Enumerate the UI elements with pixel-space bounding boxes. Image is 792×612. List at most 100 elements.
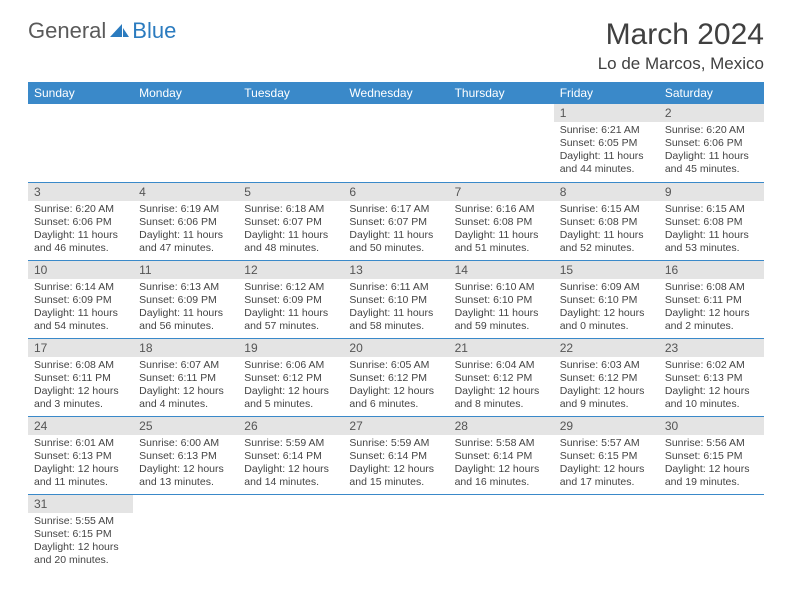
calendar-cell: 3Sunrise: 6:20 AMSunset: 6:06 PMDaylight… xyxy=(28,182,133,260)
day-details: Sunrise: 6:06 AMSunset: 6:12 PMDaylight:… xyxy=(238,357,343,416)
title-block: March 2024 Lo de Marcos, Mexico xyxy=(598,18,764,80)
day-details: Sunrise: 6:00 AMSunset: 6:13 PMDaylight:… xyxy=(133,435,238,494)
day-number: 19 xyxy=(238,339,343,357)
day-details: Sunrise: 6:07 AMSunset: 6:11 PMDaylight:… xyxy=(133,357,238,416)
calendar-row: 3Sunrise: 6:20 AMSunset: 6:06 PMDaylight… xyxy=(28,182,764,260)
weekday-header: Thursday xyxy=(449,82,554,104)
day-number: 20 xyxy=(343,339,448,357)
calendar-row: 17Sunrise: 6:08 AMSunset: 6:11 PMDayligh… xyxy=(28,338,764,416)
day-details: Sunrise: 6:13 AMSunset: 6:09 PMDaylight:… xyxy=(133,279,238,338)
weekday-header: Saturday xyxy=(659,82,764,104)
calendar-body: 1Sunrise: 6:21 AMSunset: 6:05 PMDaylight… xyxy=(28,104,764,572)
calendar-cell: 30Sunrise: 5:56 AMSunset: 6:15 PMDayligh… xyxy=(659,416,764,494)
weekday-header: Monday xyxy=(133,82,238,104)
day-details: Sunrise: 5:59 AMSunset: 6:14 PMDaylight:… xyxy=(343,435,448,494)
day-number: 7 xyxy=(449,183,554,201)
calendar-cell-empty xyxy=(343,494,448,572)
day-details: Sunrise: 6:16 AMSunset: 6:08 PMDaylight:… xyxy=(449,201,554,260)
calendar-cell: 4Sunrise: 6:19 AMSunset: 6:06 PMDaylight… xyxy=(133,182,238,260)
calendar-cell-empty xyxy=(238,104,343,182)
day-number: 11 xyxy=(133,261,238,279)
calendar-cell: 25Sunrise: 6:00 AMSunset: 6:13 PMDayligh… xyxy=(133,416,238,494)
day-number: 2 xyxy=(659,104,764,122)
calendar-cell: 5Sunrise: 6:18 AMSunset: 6:07 PMDaylight… xyxy=(238,182,343,260)
day-details: Sunrise: 6:02 AMSunset: 6:13 PMDaylight:… xyxy=(659,357,764,416)
calendar-cell-empty xyxy=(659,494,764,572)
calendar-cell: 29Sunrise: 5:57 AMSunset: 6:15 PMDayligh… xyxy=(554,416,659,494)
day-details: Sunrise: 6:18 AMSunset: 6:07 PMDaylight:… xyxy=(238,201,343,260)
day-details: Sunrise: 6:20 AMSunset: 6:06 PMDaylight:… xyxy=(659,122,764,181)
day-number: 21 xyxy=(449,339,554,357)
calendar-cell: 16Sunrise: 6:08 AMSunset: 6:11 PMDayligh… xyxy=(659,260,764,338)
calendar-cell: 6Sunrise: 6:17 AMSunset: 6:07 PMDaylight… xyxy=(343,182,448,260)
day-details: Sunrise: 6:03 AMSunset: 6:12 PMDaylight:… xyxy=(554,357,659,416)
calendar-cell: 20Sunrise: 6:05 AMSunset: 6:12 PMDayligh… xyxy=(343,338,448,416)
day-details: Sunrise: 6:01 AMSunset: 6:13 PMDaylight:… xyxy=(28,435,133,494)
day-details: Sunrise: 6:08 AMSunset: 6:11 PMDaylight:… xyxy=(659,279,764,338)
day-details: Sunrise: 6:11 AMSunset: 6:10 PMDaylight:… xyxy=(343,279,448,338)
day-number: 4 xyxy=(133,183,238,201)
calendar-cell: 24Sunrise: 6:01 AMSunset: 6:13 PMDayligh… xyxy=(28,416,133,494)
calendar-cell: 11Sunrise: 6:13 AMSunset: 6:09 PMDayligh… xyxy=(133,260,238,338)
day-details: Sunrise: 5:59 AMSunset: 6:14 PMDaylight:… xyxy=(238,435,343,494)
day-number: 31 xyxy=(28,495,133,513)
calendar-cell: 19Sunrise: 6:06 AMSunset: 6:12 PMDayligh… xyxy=(238,338,343,416)
calendar-cell: 26Sunrise: 5:59 AMSunset: 6:14 PMDayligh… xyxy=(238,416,343,494)
day-details: Sunrise: 5:57 AMSunset: 6:15 PMDaylight:… xyxy=(554,435,659,494)
day-number: 25 xyxy=(133,417,238,435)
day-details: Sunrise: 6:20 AMSunset: 6:06 PMDaylight:… xyxy=(28,201,133,260)
day-details: Sunrise: 6:04 AMSunset: 6:12 PMDaylight:… xyxy=(449,357,554,416)
logo: GeneralBlue xyxy=(28,18,176,44)
day-number: 16 xyxy=(659,261,764,279)
day-details: Sunrise: 6:09 AMSunset: 6:10 PMDaylight:… xyxy=(554,279,659,338)
weekday-header: Friday xyxy=(554,82,659,104)
calendar-cell: 17Sunrise: 6:08 AMSunset: 6:11 PMDayligh… xyxy=(28,338,133,416)
calendar-cell: 8Sunrise: 6:15 AMSunset: 6:08 PMDaylight… xyxy=(554,182,659,260)
header: GeneralBlue March 2024 Lo de Marcos, Mex… xyxy=(28,18,764,80)
day-details: Sunrise: 6:19 AMSunset: 6:06 PMDaylight:… xyxy=(133,201,238,260)
day-number: 29 xyxy=(554,417,659,435)
calendar-cell: 7Sunrise: 6:16 AMSunset: 6:08 PMDaylight… xyxy=(449,182,554,260)
calendar-row: 24Sunrise: 6:01 AMSunset: 6:13 PMDayligh… xyxy=(28,416,764,494)
day-number: 18 xyxy=(133,339,238,357)
month-title: March 2024 xyxy=(598,18,764,52)
logo-text-blue: Blue xyxy=(132,18,176,44)
day-number: 10 xyxy=(28,261,133,279)
day-details: Sunrise: 5:55 AMSunset: 6:15 PMDaylight:… xyxy=(28,513,133,572)
calendar-cell: 1Sunrise: 6:21 AMSunset: 6:05 PMDaylight… xyxy=(554,104,659,182)
day-details: Sunrise: 6:05 AMSunset: 6:12 PMDaylight:… xyxy=(343,357,448,416)
day-number: 3 xyxy=(28,183,133,201)
calendar-cell: 2Sunrise: 6:20 AMSunset: 6:06 PMDaylight… xyxy=(659,104,764,182)
day-details: Sunrise: 6:17 AMSunset: 6:07 PMDaylight:… xyxy=(343,201,448,260)
day-number: 13 xyxy=(343,261,448,279)
day-number: 30 xyxy=(659,417,764,435)
day-number: 14 xyxy=(449,261,554,279)
day-details: Sunrise: 6:08 AMSunset: 6:11 PMDaylight:… xyxy=(28,357,133,416)
weekday-header-row: SundayMondayTuesdayWednesdayThursdayFrid… xyxy=(28,82,764,104)
day-number: 5 xyxy=(238,183,343,201)
calendar-row: 31Sunrise: 5:55 AMSunset: 6:15 PMDayligh… xyxy=(28,494,764,572)
calendar-row: 1Sunrise: 6:21 AMSunset: 6:05 PMDaylight… xyxy=(28,104,764,182)
day-details: Sunrise: 5:58 AMSunset: 6:14 PMDaylight:… xyxy=(449,435,554,494)
day-number: 22 xyxy=(554,339,659,357)
calendar-cell: 15Sunrise: 6:09 AMSunset: 6:10 PMDayligh… xyxy=(554,260,659,338)
calendar-cell: 23Sunrise: 6:02 AMSunset: 6:13 PMDayligh… xyxy=(659,338,764,416)
location: Lo de Marcos, Mexico xyxy=(598,54,764,74)
weekday-header: Sunday xyxy=(28,82,133,104)
weekday-header: Wednesday xyxy=(343,82,448,104)
calendar-cell: 22Sunrise: 6:03 AMSunset: 6:12 PMDayligh… xyxy=(554,338,659,416)
day-number: 15 xyxy=(554,261,659,279)
logo-sail-icon xyxy=(108,22,130,40)
calendar-cell: 9Sunrise: 6:15 AMSunset: 6:08 PMDaylight… xyxy=(659,182,764,260)
calendar-cell-empty xyxy=(133,494,238,572)
calendar-cell-empty xyxy=(554,494,659,572)
day-details: Sunrise: 6:15 AMSunset: 6:08 PMDaylight:… xyxy=(659,201,764,260)
day-number: 27 xyxy=(343,417,448,435)
calendar-cell: 31Sunrise: 5:55 AMSunset: 6:15 PMDayligh… xyxy=(28,494,133,572)
calendar-cell: 27Sunrise: 5:59 AMSunset: 6:14 PMDayligh… xyxy=(343,416,448,494)
day-details: Sunrise: 6:14 AMSunset: 6:09 PMDaylight:… xyxy=(28,279,133,338)
calendar-cell: 10Sunrise: 6:14 AMSunset: 6:09 PMDayligh… xyxy=(28,260,133,338)
calendar-cell-empty xyxy=(449,494,554,572)
calendar-cell: 28Sunrise: 5:58 AMSunset: 6:14 PMDayligh… xyxy=(449,416,554,494)
day-number: 23 xyxy=(659,339,764,357)
